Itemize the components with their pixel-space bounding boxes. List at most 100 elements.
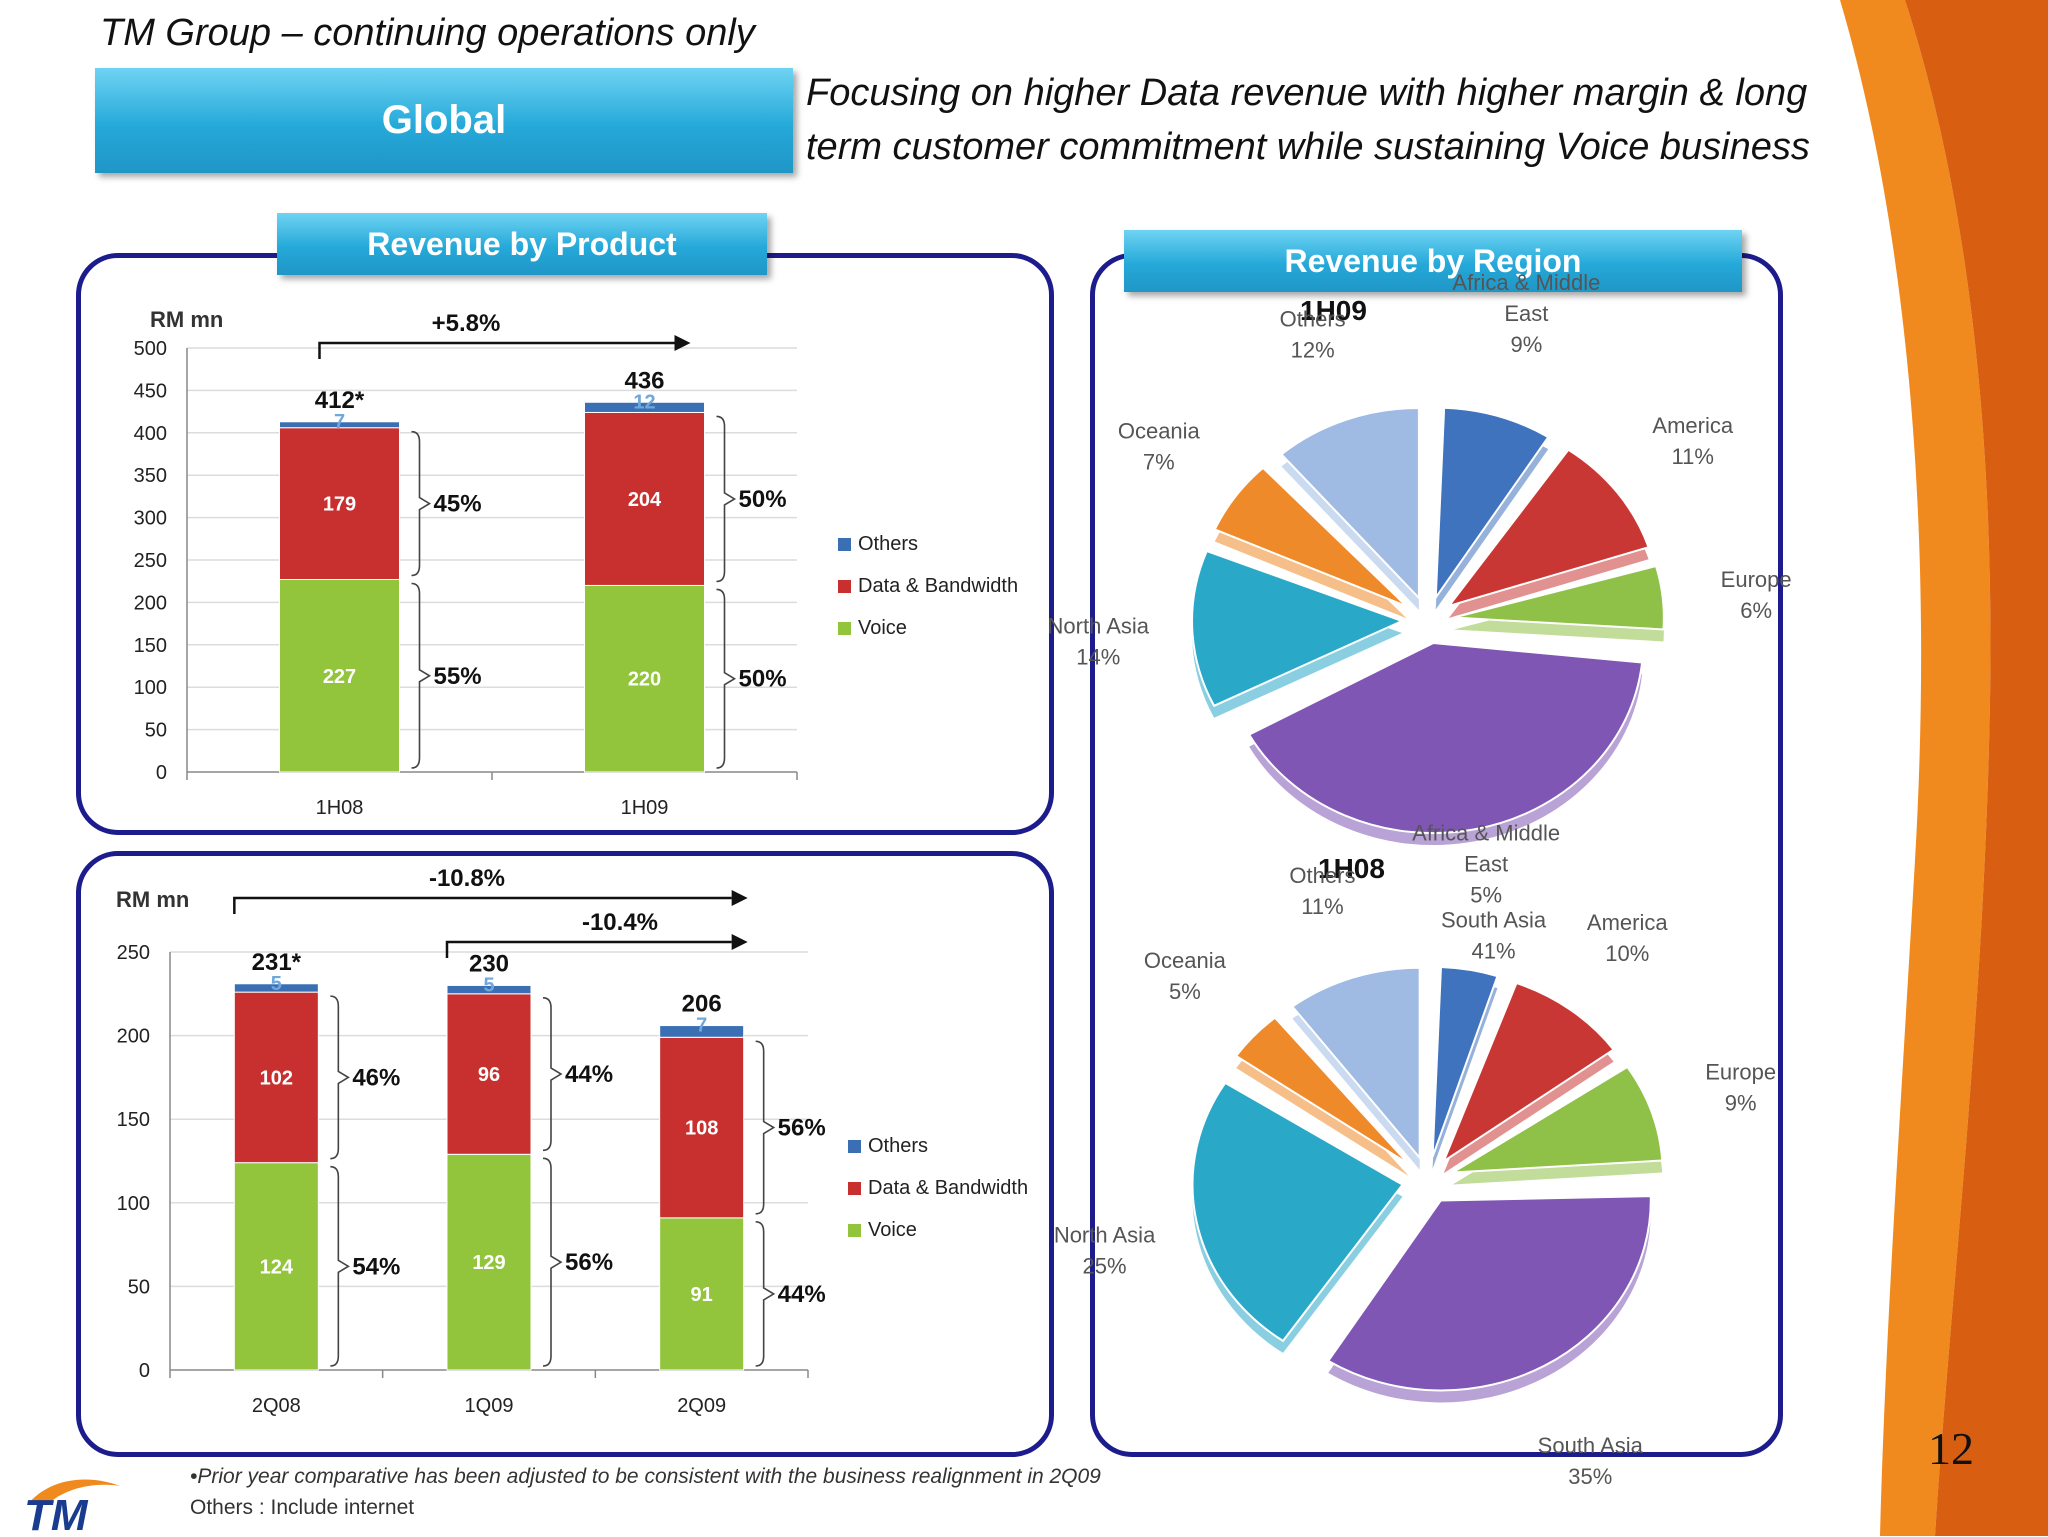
bar-segment-voice: [233, 1162, 319, 1371]
data-label: 204: [628, 489, 662, 511]
pie-label-africa-middle-east: Africa & Middle: [1452, 270, 1600, 295]
pie-label-africa-middle-east: East: [1504, 301, 1548, 326]
pie-slice-oceania: [1234, 1016, 1410, 1165]
legend-label: Voice: [868, 1219, 917, 1241]
revenue-by-region-banner: Revenue by Region: [1124, 230, 1742, 292]
legend-label: Data & Bandwidth: [858, 575, 1018, 597]
y-axis-label: RM mn: [116, 887, 189, 912]
y-tick-label: 100: [134, 677, 167, 699]
bar-segment-voice: [446, 1153, 532, 1371]
legend-swatch: [848, 1182, 861, 1195]
page-subtitle: TM Group – continuing operations only: [100, 12, 755, 54]
y-tick-label: 350: [134, 465, 167, 487]
data-bracket: [411, 430, 432, 577]
y-tick-label: 50: [145, 720, 167, 742]
pie-percent-north-asia: 14%: [1076, 644, 1120, 669]
pie-slice-america: [1446, 448, 1650, 608]
tm-logo: TM: [10, 1470, 150, 1537]
data-bracket: [330, 995, 350, 1160]
y-tick-label: 100: [117, 1193, 150, 1215]
pie-slice-north-asia: [1191, 549, 1405, 708]
legend-swatch: [848, 1224, 861, 1237]
total-label: 412*: [315, 387, 365, 414]
pie-label-oceania: Oceania: [1118, 419, 1201, 444]
bar-segment-data-bandwidth: [279, 427, 400, 581]
x-tick-label: 2Q09: [677, 1395, 726, 1417]
legend-label: Voice: [858, 617, 907, 639]
x-tick-label: 1H09: [621, 797, 669, 819]
pie-percent-europe: 9%: [1725, 1091, 1757, 1116]
pie-percent-america: 10%: [1605, 941, 1649, 966]
legend-label: Others: [868, 1135, 928, 1157]
pie-label-north-asia: North Asia: [1048, 613, 1150, 638]
legend-swatch: [838, 538, 851, 551]
pie-percent-north-asia: 25%: [1083, 1253, 1127, 1278]
tagline-line-2: term customer commitment while sustainin…: [806, 126, 1810, 168]
pie-percent-others: 12%: [1291, 337, 1335, 362]
tagline: Focusing on higher Data revenue with hig…: [806, 66, 1810, 174]
data-share-label: 56%: [778, 1115, 826, 1142]
voice-share-label: 50%: [739, 666, 787, 693]
y-tick-label: 250: [134, 550, 167, 572]
pie-label-others: Others: [1289, 863, 1355, 888]
voice-bracket: [716, 588, 737, 769]
pie-slice-south-asia: [1326, 1195, 1652, 1392]
pie-percent-south-asia: 35%: [1568, 1464, 1612, 1489]
total-label: 231*: [252, 949, 302, 976]
data-bracket: [755, 1040, 776, 1215]
data-label: 5: [271, 973, 282, 995]
pie-label-america: America: [1587, 910, 1668, 935]
total-label: 436: [624, 367, 664, 394]
y-tick-label: 250: [117, 942, 150, 964]
voice-share-label: 44%: [778, 1281, 826, 1308]
pie-label-africa-middle-east: Africa & Middle: [1412, 820, 1560, 845]
data-share-label: 44%: [565, 1061, 613, 1088]
voice-bracket: [542, 1157, 563, 1367]
legend-label: Others: [858, 533, 918, 555]
footnote-others: Others : Include internet: [190, 1496, 415, 1519]
pie-label-south-asia: South Asia: [1538, 1433, 1644, 1458]
y-axis-label: RM mn: [150, 307, 223, 332]
total-label: 230: [469, 950, 509, 977]
bar-segment-data-bandwidth: [659, 1036, 745, 1219]
pie-title: 1H09: [1300, 295, 1367, 326]
pie-title: 1H08: [1318, 853, 1385, 884]
x-tick-label: 1H08: [316, 797, 364, 819]
pie-slice-africa-middle-east: [1434, 406, 1550, 601]
pie-slice-south-asia: [1247, 642, 1644, 835]
pie-label-oceania: Oceania: [1144, 948, 1227, 973]
data-label: 5: [483, 974, 494, 996]
voice-share-label: 56%: [565, 1249, 613, 1276]
growth-arrow: [233, 896, 732, 914]
pie-label-america: America: [1652, 413, 1733, 438]
legend-swatch: [838, 580, 851, 593]
pie-label-south-asia: South Asia: [1441, 907, 1547, 932]
growth-arrow-head: [731, 934, 748, 950]
bar-segment-data-bandwidth: [233, 991, 319, 1164]
x-tick-label: 1Q09: [465, 1395, 514, 1417]
pie-slice-others: [1279, 406, 1420, 601]
pie-slice-north-asia: [1191, 1081, 1405, 1343]
data-label: 91: [691, 1284, 713, 1306]
pie-percent-oceania: 7%: [1143, 450, 1175, 475]
pie-percent-africa-middle-east: 5%: [1470, 882, 1502, 907]
growth-arrow: [318, 341, 675, 359]
data-share-label: 45%: [434, 491, 482, 518]
growth-arrow-head: [731, 890, 748, 906]
voice-share-label: 54%: [352, 1253, 400, 1280]
pie-label-europe: Europe: [1705, 1060, 1776, 1085]
pie-percent-america: 11%: [1672, 444, 1714, 469]
data-label: 129: [472, 1252, 505, 1274]
pie-slice-europe: [1453, 564, 1665, 631]
y-tick-label: 500: [134, 338, 167, 360]
bar-segment-others: [659, 1025, 745, 1038]
bar-segment-voice: [279, 579, 400, 773]
growth-label: -10.4%: [582, 909, 658, 936]
voice-bracket: [330, 1165, 350, 1367]
pie-label-africa-middle-east: East: [1464, 851, 1508, 876]
page-number: 12: [1928, 1423, 1974, 1474]
data-label: 179: [323, 494, 356, 516]
tm-logo-text: TM: [24, 1491, 89, 1532]
pie-slice-oceania: [1213, 466, 1408, 608]
